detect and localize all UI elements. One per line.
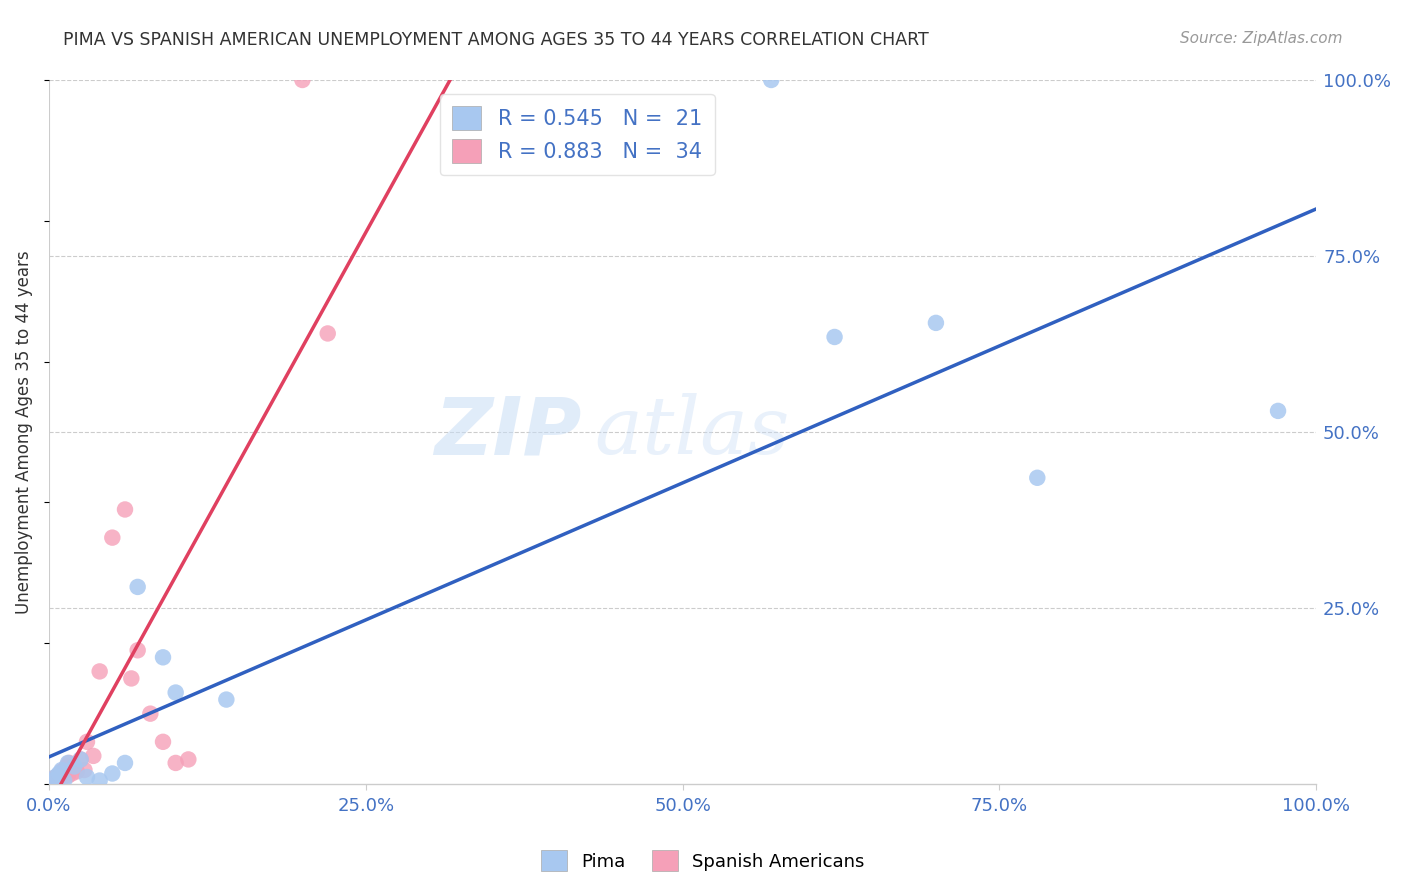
Point — [761, 73, 783, 87]
Point — [69, 752, 91, 766]
Point — [55, 766, 77, 780]
Point — [48, 772, 70, 786]
Point — [73, 763, 96, 777]
Point — [49, 766, 72, 780]
Point — [46, 769, 69, 783]
Point — [66, 764, 89, 779]
Point — [45, 770, 67, 784]
Y-axis label: Unemployment Among Ages 35 to 44 years: Unemployment Among Ages 35 to 44 years — [15, 251, 32, 614]
Point — [101, 766, 124, 780]
Point — [52, 770, 75, 784]
Point — [76, 735, 98, 749]
Text: Source: ZipAtlas.com: Source: ZipAtlas.com — [1180, 31, 1343, 46]
Point — [120, 672, 142, 686]
Point — [53, 763, 76, 777]
Point — [152, 735, 174, 749]
Point — [152, 650, 174, 665]
Point — [51, 763, 73, 777]
Text: ZIP: ZIP — [434, 393, 581, 471]
Point — [63, 759, 86, 773]
Point — [127, 580, 149, 594]
Point — [42, 772, 65, 787]
Point — [925, 316, 948, 330]
Point — [56, 756, 79, 770]
Text: PIMA VS SPANISH AMERICAN UNEMPLOYMENT AMONG AGES 35 TO 44 YEARS CORRELATION CHAR: PIMA VS SPANISH AMERICAN UNEMPLOYMENT AM… — [63, 31, 929, 49]
Point — [114, 756, 136, 770]
Point — [1267, 404, 1289, 418]
Point — [114, 502, 136, 516]
Point — [101, 531, 124, 545]
Point — [44, 773, 66, 788]
Point — [89, 773, 111, 788]
Legend: R = 0.545   N =  21, R = 0.883   N =  34: R = 0.545 N = 21, R = 0.883 N = 34 — [440, 94, 714, 176]
Point — [165, 756, 187, 770]
Point — [55, 759, 77, 773]
Text: atlas: atlas — [593, 393, 789, 471]
Point — [165, 685, 187, 699]
Point — [63, 759, 86, 773]
Point — [44, 770, 66, 784]
Point — [53, 773, 76, 788]
Point — [82, 748, 104, 763]
Point — [51, 764, 73, 779]
Point — [215, 692, 238, 706]
Point — [58, 756, 80, 770]
Point — [69, 752, 91, 766]
Point — [56, 769, 79, 783]
Point — [1026, 471, 1049, 485]
Point — [48, 766, 70, 780]
Point — [39, 775, 62, 789]
Point — [139, 706, 162, 721]
Point — [316, 326, 339, 341]
Point — [291, 73, 314, 87]
Point — [76, 770, 98, 784]
Legend: Pima, Spanish Americans: Pima, Spanish Americans — [534, 843, 872, 879]
Point — [42, 773, 65, 788]
Point — [89, 665, 111, 679]
Point — [824, 330, 846, 344]
Point — [177, 752, 200, 766]
Point — [41, 774, 63, 789]
Point — [42, 772, 65, 786]
Point — [127, 643, 149, 657]
Point — [60, 766, 83, 780]
